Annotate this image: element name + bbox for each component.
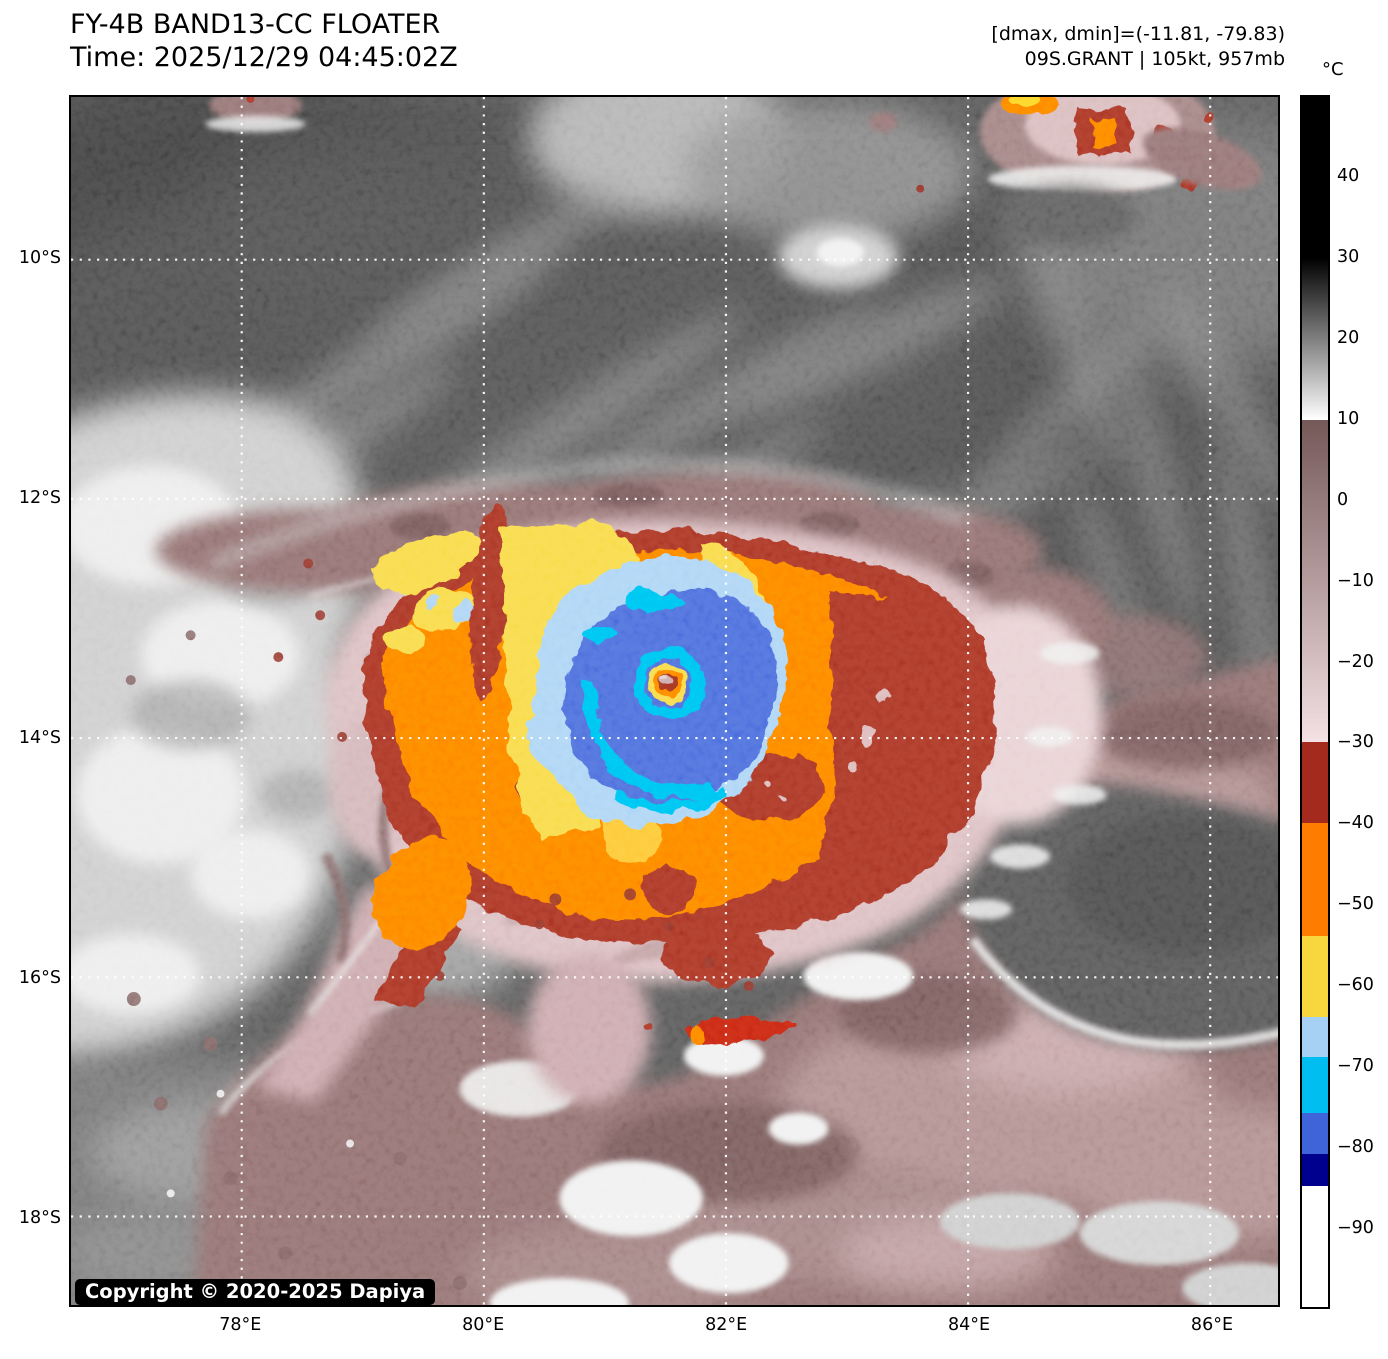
colorbar-tick--60: −60	[1337, 975, 1374, 996]
colorbar-tick-10: 10	[1337, 408, 1360, 429]
colorbar-tick-30: 30	[1337, 246, 1360, 267]
colorbar-tick--20: −20	[1337, 651, 1374, 672]
x-tick-label-78: 78°E	[219, 1315, 262, 1335]
grid-lines	[71, 97, 1278, 1305]
y-tick-label-18: 18°S	[18, 1208, 61, 1229]
x-tick-label-86: 86°E	[1190, 1315, 1234, 1335]
colorbar-segment-0	[1302, 97, 1328, 259]
storm-info-annotation: 09S.GRANT | 105kt, 957mb	[1024, 48, 1285, 70]
x-tick-label-84: 84°E	[948, 1315, 991, 1335]
satellite-art	[71, 97, 1278, 1305]
colorbar-tick-0: 0	[1337, 489, 1349, 510]
colorbar-segment-1	[1302, 258, 1328, 420]
colorbar-segment-9	[1302, 1153, 1328, 1186]
colorbar-segment-10	[1302, 1186, 1328, 1307]
noise-overlay	[71, 97, 1278, 1305]
colorbar-segment-8	[1302, 1113, 1328, 1154]
y-tick-label-14: 14°S	[18, 728, 61, 749]
colorbar-segment-6	[1302, 1016, 1328, 1057]
colorbar-tick--50: −50	[1337, 894, 1374, 915]
figure-timestamp: Time: 2025/12/29 04:45:02Z	[70, 42, 458, 73]
satellite-image	[71, 97, 1278, 1305]
dmax-dmin-annotation: [dmax, dmin]=(-11.81, -79.83)	[991, 23, 1285, 45]
colorbar-segment-2	[1302, 419, 1328, 743]
colorbar-unit-label: °C	[1322, 59, 1344, 80]
y-tick-label-16: 16°S	[18, 968, 61, 989]
y-tick-label-12: 12°S	[18, 488, 61, 509]
satellite-map: Copyright © 2020-2025 Dapiya	[69, 95, 1280, 1307]
colorbar-segment-5	[1302, 935, 1328, 1017]
x-tick-label-82: 82°E	[705, 1315, 748, 1335]
colorbar-segment-7	[1302, 1056, 1328, 1114]
figure-title: FY-4B BAND13-CC FLOATER	[70, 9, 441, 40]
x-tick-label-80: 80°E	[462, 1315, 505, 1335]
copyright-badge: Copyright © 2020-2025 Dapiya	[75, 1279, 436, 1305]
colorbar-tick--30: −30	[1337, 732, 1374, 753]
colorbar-tick--70: −70	[1337, 1056, 1374, 1077]
colorbar	[1300, 95, 1330, 1309]
colorbar-tick--10: −10	[1337, 570, 1374, 591]
colorbar-tick--80: −80	[1337, 1137, 1374, 1158]
colorbar-segment-4	[1302, 823, 1328, 936]
colorbar-tick--40: −40	[1337, 813, 1374, 834]
colorbar-segment-3	[1302, 742, 1328, 823]
title-block: FY-4B BAND13-CC FLOATER Time: 2025/12/29…	[70, 8, 458, 74]
y-tick-label-10: 10°S	[18, 248, 61, 269]
colorbar-tick-20: 20	[1337, 327, 1360, 348]
colorbar-tick-40: 40	[1337, 165, 1360, 186]
annotation-block: [dmax, dmin]=(-11.81, -79.83) 09S.GRANT …	[991, 22, 1285, 72]
colorbar-tick--90: −90	[1337, 1218, 1374, 1239]
